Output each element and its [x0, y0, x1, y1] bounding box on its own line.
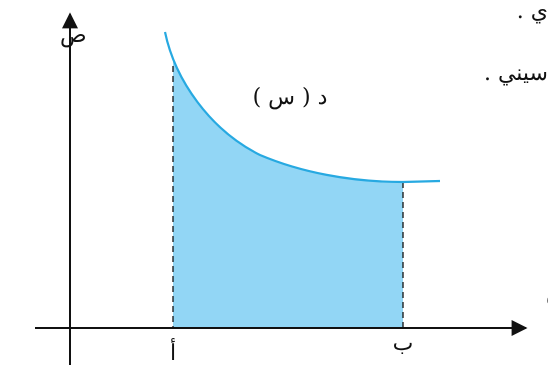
bound-b-label: ب [393, 331, 414, 356]
shaded-area [173, 32, 403, 328]
text-fragment: سيني . [484, 61, 548, 86]
x-axis-label: س [546, 281, 548, 306]
text-fragment: ي . [517, 0, 548, 24]
y-axis-label: ص [60, 23, 87, 48]
curve-label: د ( س ) [253, 85, 328, 110]
curve [163, 31, 441, 184]
bound-a-label: أ [170, 337, 176, 366]
